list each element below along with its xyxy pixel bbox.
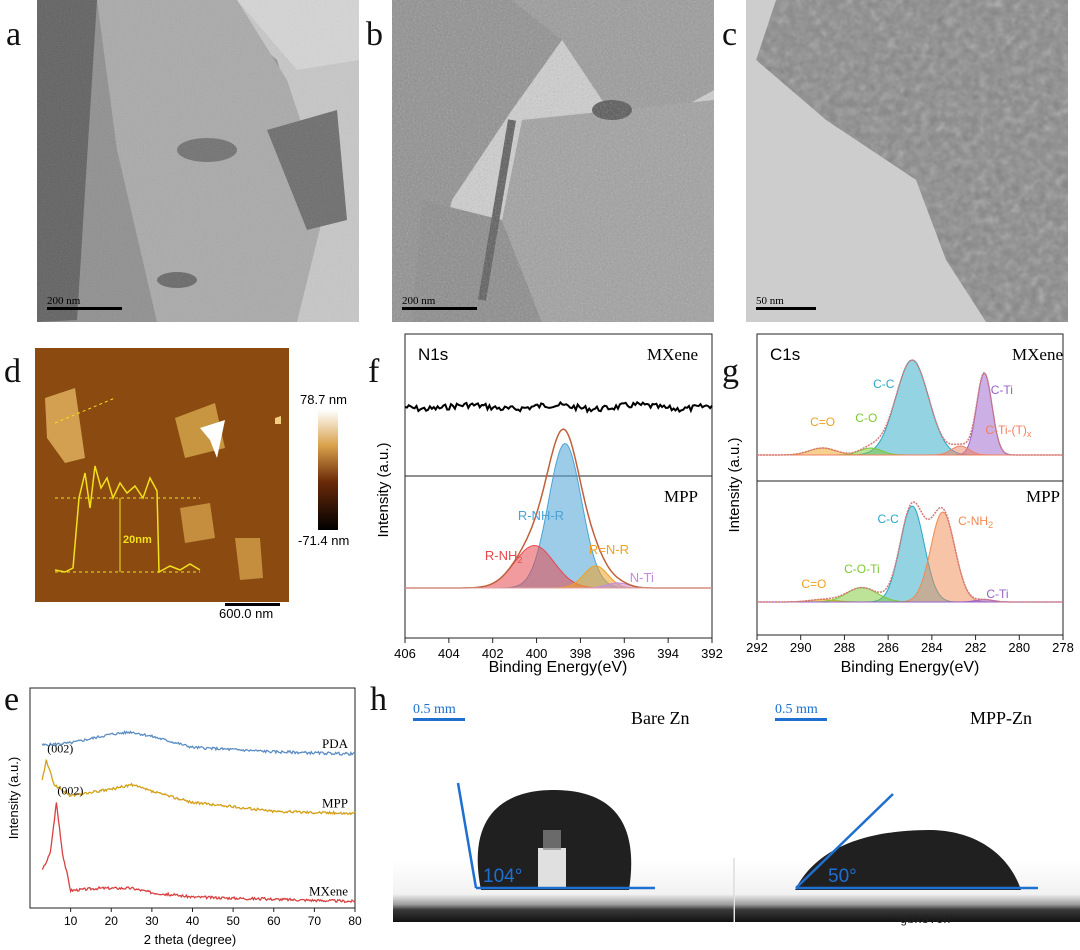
xps-c1s-chart: C1s MXene MPP Intensity (a.u.) Binding E… xyxy=(715,330,1080,680)
n1s-mxene-spectrum xyxy=(405,402,712,411)
n1s-label-3: N-Ti xyxy=(630,570,654,585)
xrd-xtick-label: 50 xyxy=(226,914,240,928)
n1s-bottom-label: MPP xyxy=(664,487,698,506)
xrd-series-label-pda: PDA xyxy=(322,736,349,751)
contact-angle-right-value: 50° xyxy=(828,866,857,887)
contact-angle-right-scalebar: 0.5 mm xyxy=(775,702,818,718)
c1s-mpp-label-0: C-C xyxy=(877,512,899,526)
afm-colorbar xyxy=(318,410,338,530)
xps-n1s-chart: N1s MXene MPP Intensity (a.u.) Binding E… xyxy=(360,330,730,680)
n1s-xtick-label: 402 xyxy=(482,646,504,661)
xrd-xtick-label: 60 xyxy=(267,914,281,928)
c1s-mpp-label-2: C=O xyxy=(801,577,826,591)
afm-colorbar-max: 78.7 nm xyxy=(300,392,347,407)
c1s-mxene-label-3: C-O xyxy=(855,411,877,425)
xrd-xtick-label: 10 xyxy=(64,914,78,928)
panel-label-h: h xyxy=(370,683,387,717)
n1s-xtick-label: 394 xyxy=(657,646,679,661)
xrd-xtick-label: 40 xyxy=(186,914,200,928)
xrd-annotation-mpp: (002) xyxy=(47,742,73,756)
xrd-series-mpp xyxy=(42,760,355,815)
c1s-mxene-label-2: C=O xyxy=(810,415,835,429)
c1s-xlabel: Binding Energy(eV) xyxy=(841,659,980,676)
c1s-xtick-label: 282 xyxy=(965,640,987,655)
n1s-xlabel: Binding Energy(eV) xyxy=(489,659,628,676)
xrd-series-pda xyxy=(42,732,355,756)
contact-angle-images: 104° 50° xyxy=(393,740,1080,922)
contact-angle-left-scalebar: 0.5 mm xyxy=(413,702,456,718)
xrd-xlabel: 2 theta (degree) xyxy=(144,932,237,947)
n1s-ylabel: Intensity (a.u.) xyxy=(375,442,392,537)
c1s-xtick-label: 280 xyxy=(1008,640,1030,655)
tem-c-scalebar-label: 50 nm xyxy=(756,295,784,307)
c1s-xtick-label: 288 xyxy=(834,640,856,655)
c1s-top-label: MXene xyxy=(1012,345,1063,364)
xrd-series-label-mpp: MPP xyxy=(322,795,348,810)
panel-label-a: a xyxy=(6,18,21,52)
panel-label-d: d xyxy=(4,355,21,389)
watermark: gbx8.cn xyxy=(900,913,950,927)
tem-a-scalebar-label: 200 nm xyxy=(47,295,81,307)
c1s-xtick-label: 292 xyxy=(746,640,768,655)
xrd-xtick-label: 20 xyxy=(105,914,119,928)
n1s-xtick-label: 398 xyxy=(570,646,592,661)
n1s-xtick-label: 404 xyxy=(438,646,460,661)
tem-image-b: 200 nm xyxy=(392,0,714,322)
xrd-series-label-mxene: MXene xyxy=(309,883,348,898)
n1s-label-0: R-NH-R xyxy=(518,508,564,523)
c1s-mxene-peak-0 xyxy=(757,360,1063,455)
contact-angle-left-value: 104° xyxy=(483,866,522,887)
c1s-bottom-label: MPP xyxy=(1026,487,1060,506)
c1s-ylabel: Intensity (a.u.) xyxy=(726,437,743,532)
c1s-mxene-label-1: C-Ti xyxy=(991,383,1013,397)
n1s-xtick-label: 406 xyxy=(394,646,416,661)
afm-image: 20nm xyxy=(35,348,289,602)
c1s-mpp-label-3: C-O-Ti xyxy=(844,562,880,576)
contact-angle-right-scalebar-line xyxy=(775,718,827,721)
n1s-top-label: MXene xyxy=(647,345,698,364)
afm-height-label: 20nm xyxy=(123,534,152,546)
c1s-xtick-label: 290 xyxy=(790,640,812,655)
c1s-mxene-label-4: C-Ti-(T)x xyxy=(985,423,1032,439)
contact-angle-right-title: MPP-Zn xyxy=(970,708,1032,729)
afm-scalebar-label: 600.0 nm xyxy=(219,606,273,621)
n1s-xtick-label: 400 xyxy=(526,646,548,661)
c1s-xtick-label: 286 xyxy=(877,640,899,655)
xrd-xtick-label: 30 xyxy=(145,914,159,928)
tem-image-c: 50 nm xyxy=(746,0,1068,322)
c1s-xtick-label: 284 xyxy=(921,640,943,655)
c1s-mxene-label-0: C-C xyxy=(873,377,895,391)
n1s-label-1: R-NH2 xyxy=(485,548,523,565)
xrd-xtick-label: 80 xyxy=(348,914,362,928)
contact-angle-left-title: Bare Zn xyxy=(631,708,689,729)
panel-label-b: b xyxy=(366,18,383,52)
c1s-xtick-label: 278 xyxy=(1052,640,1074,655)
c1s-title: C1s xyxy=(770,345,800,364)
contact-angle-left-scalebar-line xyxy=(413,718,465,721)
xrd-ylabel: Intensity (a.u.) xyxy=(6,757,21,839)
n1s-label-2: R=N-R xyxy=(589,542,629,557)
panel-label-c: c xyxy=(722,18,737,52)
c1s-mpp-label-1: C-NH2 xyxy=(958,514,993,530)
xrd-chart: Intensity (a.u.) 2 theta (degree) 10 20 30… xyxy=(0,680,365,950)
tem-image-a: 200 nm xyxy=(37,0,359,322)
n1s-title: N1s xyxy=(418,345,448,364)
xrd-annotation-mxene: (002) xyxy=(57,783,83,797)
xrd-xtick-label: 70 xyxy=(308,914,322,928)
tem-b-scalebar-label: 200 nm xyxy=(402,295,436,307)
afm-colorbar-min: -71.4 nm xyxy=(298,533,349,548)
n1s-xtick-label: 396 xyxy=(613,646,635,661)
c1s-mpp-label-4: C-Ti xyxy=(986,587,1008,601)
